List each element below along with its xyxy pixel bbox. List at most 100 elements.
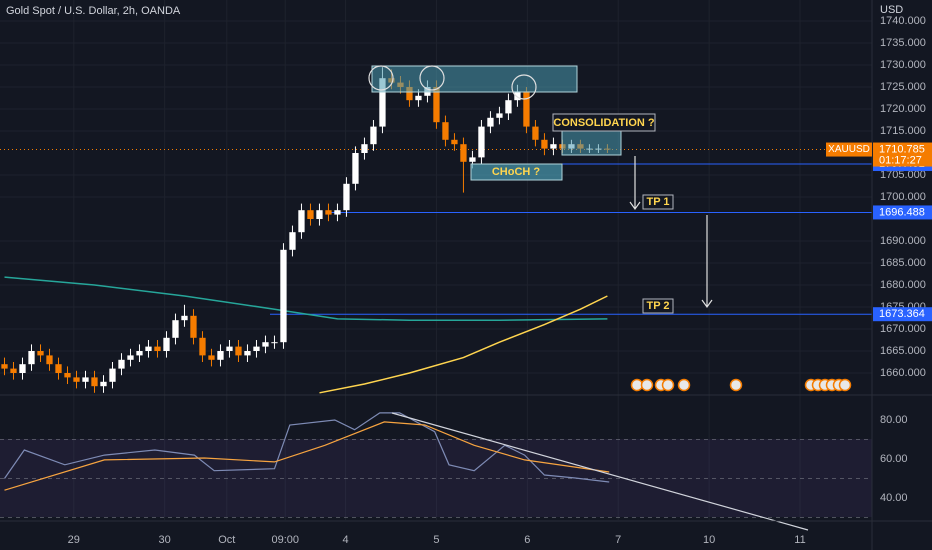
- candle-body: [82, 377, 89, 382]
- x-tick-label: 7: [615, 534, 621, 546]
- x-tick-label: 6: [524, 534, 530, 546]
- candle-body: [37, 350, 44, 356]
- candle-body: [154, 346, 161, 351]
- price-tag-label: 1673.364: [879, 308, 925, 320]
- candle-body: [505, 100, 512, 114]
- candle-body: [118, 359, 125, 369]
- candle-body: [271, 342, 278, 344]
- x-tick-label: 29: [68, 534, 80, 546]
- candle-body: [352, 152, 359, 184]
- candle-body: [361, 144, 368, 153]
- resistance-zone: [371, 65, 578, 93]
- chart-title: Gold Spot / U.S. Dollar, 2h, OANDA: [6, 5, 181, 17]
- y-tick-label: 1720.000: [880, 103, 926, 115]
- price-tag: [873, 307, 932, 322]
- price-tag: [873, 205, 932, 220]
- consolidation-label: CONSOLIDATION ?: [553, 117, 655, 129]
- y-tick-label: 1685.000: [880, 257, 926, 269]
- line-series: [4, 412, 610, 483]
- candle-body: [127, 355, 134, 360]
- price-tag-label: 1710.785: [879, 143, 925, 155]
- candle-body: [253, 346, 260, 351]
- candle-body: [172, 320, 179, 338]
- line-series: [4, 276, 608, 321]
- candle-body: [55, 364, 62, 373]
- y-tick-label: 1735.000: [880, 37, 926, 49]
- candle-body: [244, 350, 251, 356]
- symbol-label: XAUUSD: [828, 144, 870, 155]
- candle-body: [433, 86, 440, 123]
- candle-body: [532, 126, 539, 140]
- candle-body: [442, 122, 449, 140]
- event-icons: [630, 378, 852, 392]
- y-tick-label: 1690.000: [880, 235, 926, 247]
- line-series: [319, 295, 608, 394]
- candle-body: [550, 144, 557, 149]
- candle-body: [19, 364, 26, 373]
- candle-body: [325, 210, 332, 215]
- candle-body: [28, 350, 35, 365]
- candle-body: [478, 126, 485, 158]
- candle-body: [487, 117, 494, 127]
- y-tick-label: 1665.000: [880, 345, 926, 357]
- candle-body: [145, 346, 152, 351]
- candle-body: [181, 315, 188, 321]
- candle-body: [46, 355, 53, 365]
- candle-body: [379, 78, 386, 127]
- trend-line: [391, 412, 809, 531]
- symbol-tag: [826, 142, 872, 157]
- x-tick-label: Oct: [218, 534, 235, 546]
- candle-body: [343, 183, 350, 211]
- candle-body: [307, 210, 314, 219]
- currency: USD: [880, 4, 903, 16]
- candle-body: [370, 126, 377, 145]
- circle: [368, 65, 394, 91]
- candle-body: [298, 210, 305, 233]
- y-tick-label: 1670.000: [880, 323, 926, 335]
- label-box: [642, 298, 674, 314]
- y-tick-label: 1660.000: [880, 367, 926, 379]
- candle-body: [262, 342, 269, 347]
- x-tick-label: 11: [794, 534, 805, 546]
- choch-box: [470, 163, 563, 181]
- circle: [511, 74, 537, 100]
- y-tick-label: 1700.000: [880, 191, 926, 203]
- candle-body: [460, 144, 467, 162]
- rsi-plot: [4, 412, 610, 491]
- arrow: [629, 156, 641, 211]
- candle-body: [109, 368, 116, 382]
- x-tick-label: 10: [703, 534, 715, 546]
- price-tag: [873, 142, 932, 167]
- candle-body: [289, 232, 296, 250]
- candle-body: [334, 210, 341, 215]
- candle-body: [541, 139, 548, 149]
- candle-body: [406, 86, 413, 101]
- candle-body: [523, 91, 530, 127]
- candle-body: [316, 210, 323, 219]
- candle-body: [100, 381, 107, 387]
- rsi-levels: [0, 438, 872, 518]
- rsi-tick-label: 80.00: [880, 414, 908, 426]
- choch-label: CHoCH ?: [492, 166, 541, 178]
- candle-body: [226, 346, 233, 351]
- candle-body: [190, 315, 197, 338]
- rsi-tick-label: 40.00: [880, 492, 908, 504]
- x-tick-label: 5: [433, 534, 439, 546]
- candle-body: [415, 95, 422, 101]
- countdown: 01:17:27: [879, 154, 922, 166]
- candle-body: [73, 377, 80, 382]
- candle-body: [1, 364, 8, 369]
- candle-body: [217, 350, 224, 360]
- x-tick-label: 30: [159, 534, 171, 546]
- candle-body: [163, 337, 170, 351]
- candle-body: [10, 368, 17, 373]
- candle-body: [91, 377, 98, 387]
- candle-body: [64, 372, 71, 378]
- candle-body: [199, 337, 206, 356]
- y-tick-label: 1705.000: [880, 169, 926, 181]
- candle-body: [451, 139, 458, 145]
- line-series: [4, 421, 610, 491]
- candle-body: [280, 249, 287, 343]
- y-tick-label: 1725.000: [880, 81, 926, 93]
